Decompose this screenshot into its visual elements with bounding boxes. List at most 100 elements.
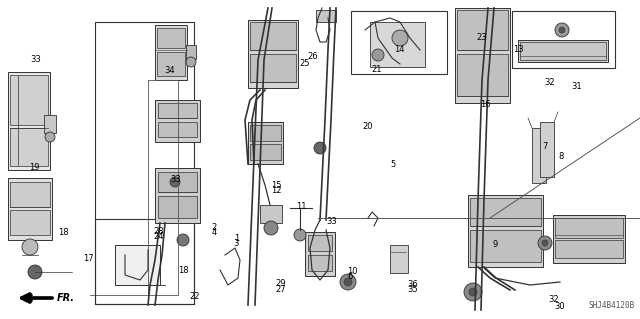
Text: 4: 4 [211, 228, 216, 237]
Bar [115, 245, 160, 285]
Circle shape [392, 30, 408, 46]
Circle shape [464, 283, 482, 301]
Text: 36: 36 [407, 280, 418, 289]
Bar [468, 195, 543, 267]
Bar [518, 40, 608, 62]
Text: 24: 24 [154, 232, 164, 241]
Text: 22: 22 [189, 292, 200, 300]
Text: 32: 32 [544, 78, 555, 87]
Text: 19: 19 [29, 163, 40, 172]
Text: 27: 27 [275, 285, 286, 294]
Text: 33: 33 [326, 217, 337, 226]
Bar [157, 52, 185, 76]
Bar [250, 22, 296, 50]
Bar [155, 100, 200, 142]
Bar [158, 196, 197, 218]
Circle shape [294, 229, 306, 241]
Bar [470, 230, 541, 262]
Text: 12: 12 [271, 186, 281, 195]
Bar [457, 10, 508, 50]
Circle shape [314, 142, 326, 154]
Text: 18: 18 [58, 228, 68, 237]
Circle shape [22, 239, 38, 255]
Bar [555, 218, 623, 238]
Bar [10, 210, 50, 235]
Text: 29: 29 [275, 279, 285, 288]
Text: 7: 7 [543, 142, 548, 151]
Circle shape [538, 236, 552, 250]
Circle shape [186, 57, 196, 67]
Text: 18: 18 [178, 266, 189, 275]
Circle shape [542, 240, 548, 246]
Text: 6: 6 [347, 272, 352, 281]
Text: 21: 21 [371, 65, 381, 74]
Bar [186, 45, 196, 59]
Bar [95, 22, 194, 304]
Text: 23: 23 [477, 33, 488, 42]
Text: 33: 33 [170, 175, 181, 184]
Bar [512, 11, 615, 68]
Bar [95, 219, 194, 304]
Bar [8, 178, 52, 240]
Bar [155, 25, 187, 80]
Bar [555, 240, 623, 258]
Circle shape [559, 27, 565, 33]
Bar [457, 54, 508, 96]
Text: 8: 8 [558, 152, 563, 161]
Bar [158, 122, 197, 137]
Bar [390, 245, 408, 273]
Bar [10, 75, 48, 125]
Bar [351, 11, 447, 74]
Bar [158, 172, 197, 192]
Circle shape [555, 23, 569, 37]
Text: 3: 3 [234, 239, 239, 248]
Text: 10: 10 [347, 267, 357, 276]
Bar [305, 232, 335, 276]
Bar [250, 54, 296, 82]
Bar [540, 122, 554, 177]
Circle shape [372, 49, 384, 61]
Bar [260, 205, 282, 223]
Bar [553, 215, 625, 263]
Bar [10, 182, 50, 207]
Bar [308, 235, 332, 251]
Circle shape [469, 288, 477, 296]
Text: 9: 9 [493, 241, 498, 249]
Text: 2: 2 [211, 223, 216, 232]
Circle shape [45, 132, 55, 142]
Bar [370, 22, 425, 67]
Bar [455, 8, 510, 103]
Bar [250, 144, 281, 160]
Bar [8, 72, 50, 170]
Text: 16: 16 [480, 100, 491, 109]
Text: 25: 25 [300, 59, 310, 68]
Bar [10, 128, 48, 166]
Text: 1: 1 [234, 234, 239, 243]
Circle shape [28, 265, 42, 279]
Text: 13: 13 [513, 45, 524, 54]
Text: FR.: FR. [57, 293, 75, 303]
Bar [248, 122, 283, 164]
Text: 35: 35 [407, 285, 418, 294]
Circle shape [170, 177, 180, 187]
Text: 30: 30 [554, 302, 565, 311]
Text: 20: 20 [362, 122, 372, 130]
Text: 32: 32 [548, 295, 559, 304]
Bar [155, 168, 200, 223]
Text: 17: 17 [83, 254, 94, 263]
Text: 5: 5 [390, 160, 396, 169]
Bar [44, 115, 56, 133]
Text: 11: 11 [296, 202, 307, 211]
Bar [157, 28, 185, 48]
Text: 31: 31 [572, 82, 582, 91]
Text: 26: 26 [307, 52, 318, 61]
Bar [250, 125, 281, 141]
Text: 28: 28 [154, 227, 164, 236]
Circle shape [340, 274, 356, 290]
Bar [248, 20, 298, 88]
Bar [308, 255, 332, 271]
Bar [520, 42, 606, 60]
Text: 14: 14 [394, 45, 404, 54]
Bar [158, 103, 197, 118]
Text: SHJ4B4120B: SHJ4B4120B [589, 301, 635, 310]
